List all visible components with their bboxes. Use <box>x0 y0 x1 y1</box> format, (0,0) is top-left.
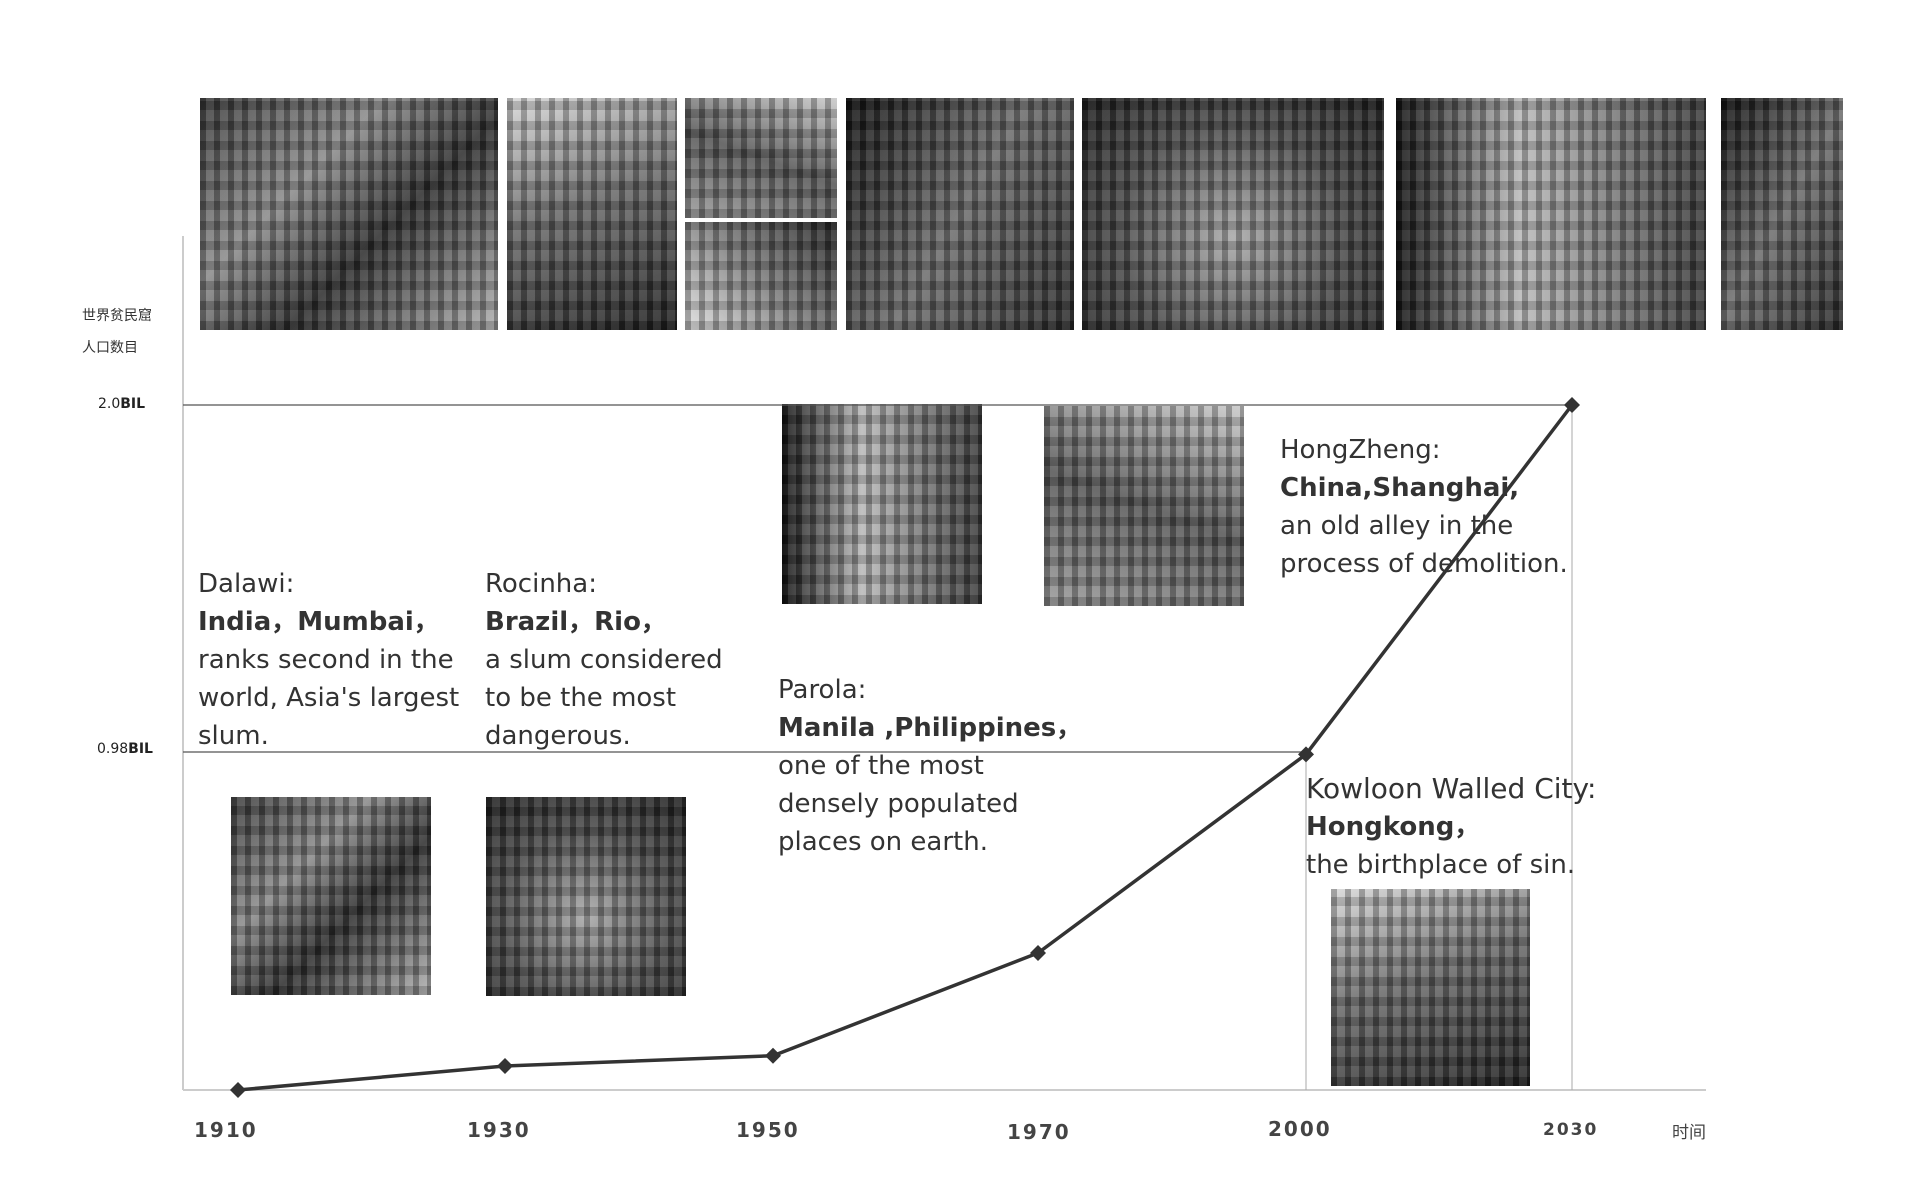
annotation-desc-line: a slum considered <box>485 641 723 679</box>
annotation-hongzheng: HongZheng: China,Shanghai, an old alley … <box>1280 431 1568 583</box>
annotation-name: Dalawi: <box>198 565 459 603</box>
annotation-rocinha: Rocinha: Brazil，Rio， a slum considered t… <box>485 565 723 755</box>
annotation-desc-line: places on earth. <box>778 823 1082 861</box>
annotation-desc-line: process of demolition. <box>1280 545 1568 583</box>
annotation-parola: Parola: Manila ,Philippines， one of the … <box>778 671 1082 861</box>
annotation-desc-line: an old alley in the <box>1280 507 1568 545</box>
annotation-desc-line: slum. <box>198 717 459 755</box>
x-tick-1910: 1910 <box>194 1118 258 1142</box>
annotation-name: Kowloon Walled City: <box>1306 770 1596 808</box>
annotation-desc-line: to be the most <box>485 679 723 717</box>
annotation-location: China,Shanghai, <box>1280 469 1568 507</box>
data-point-1950 <box>765 1048 781 1064</box>
annotation-desc-line: one of the most <box>778 747 1082 785</box>
annotation-location: Hongkong， <box>1306 808 1596 846</box>
annotation-desc-line: dangerous. <box>485 717 723 755</box>
annotation-desc-line: the birthplace of sin. <box>1306 846 1596 884</box>
annotation-location: India，Mumbai， <box>198 603 459 641</box>
x-tick-1970: 1970 <box>1007 1120 1071 1144</box>
annotation-kowloon: Kowloon Walled City: Hongkong， the birth… <box>1306 770 1596 884</box>
x-tick-1930: 1930 <box>467 1118 531 1142</box>
x-tick-2030: 2030 <box>1543 1120 1598 1140</box>
annotation-name: Rocinha: <box>485 565 723 603</box>
x-axis-title: 时间 <box>1672 1118 1706 1143</box>
annotation-desc-line: world, Asia's largest <box>198 679 459 717</box>
data-point-1910 <box>230 1082 246 1098</box>
annotation-dalawi: Dalawi: India，Mumbai， ranks second in th… <box>198 565 459 755</box>
annotation-desc-line: ranks second in the <box>198 641 459 679</box>
x-tick-2000: 2000 <box>1268 1117 1332 1141</box>
annotation-location: Manila ,Philippines， <box>778 709 1082 747</box>
annotation-desc-line: densely populated <box>778 785 1082 823</box>
x-tick-1950: 1950 <box>736 1118 800 1142</box>
annotation-location: Brazil，Rio， <box>485 603 723 641</box>
annotation-name: Parola: <box>778 671 1082 709</box>
annotation-name: HongZheng: <box>1280 431 1568 469</box>
data-point-1930 <box>497 1058 513 1074</box>
